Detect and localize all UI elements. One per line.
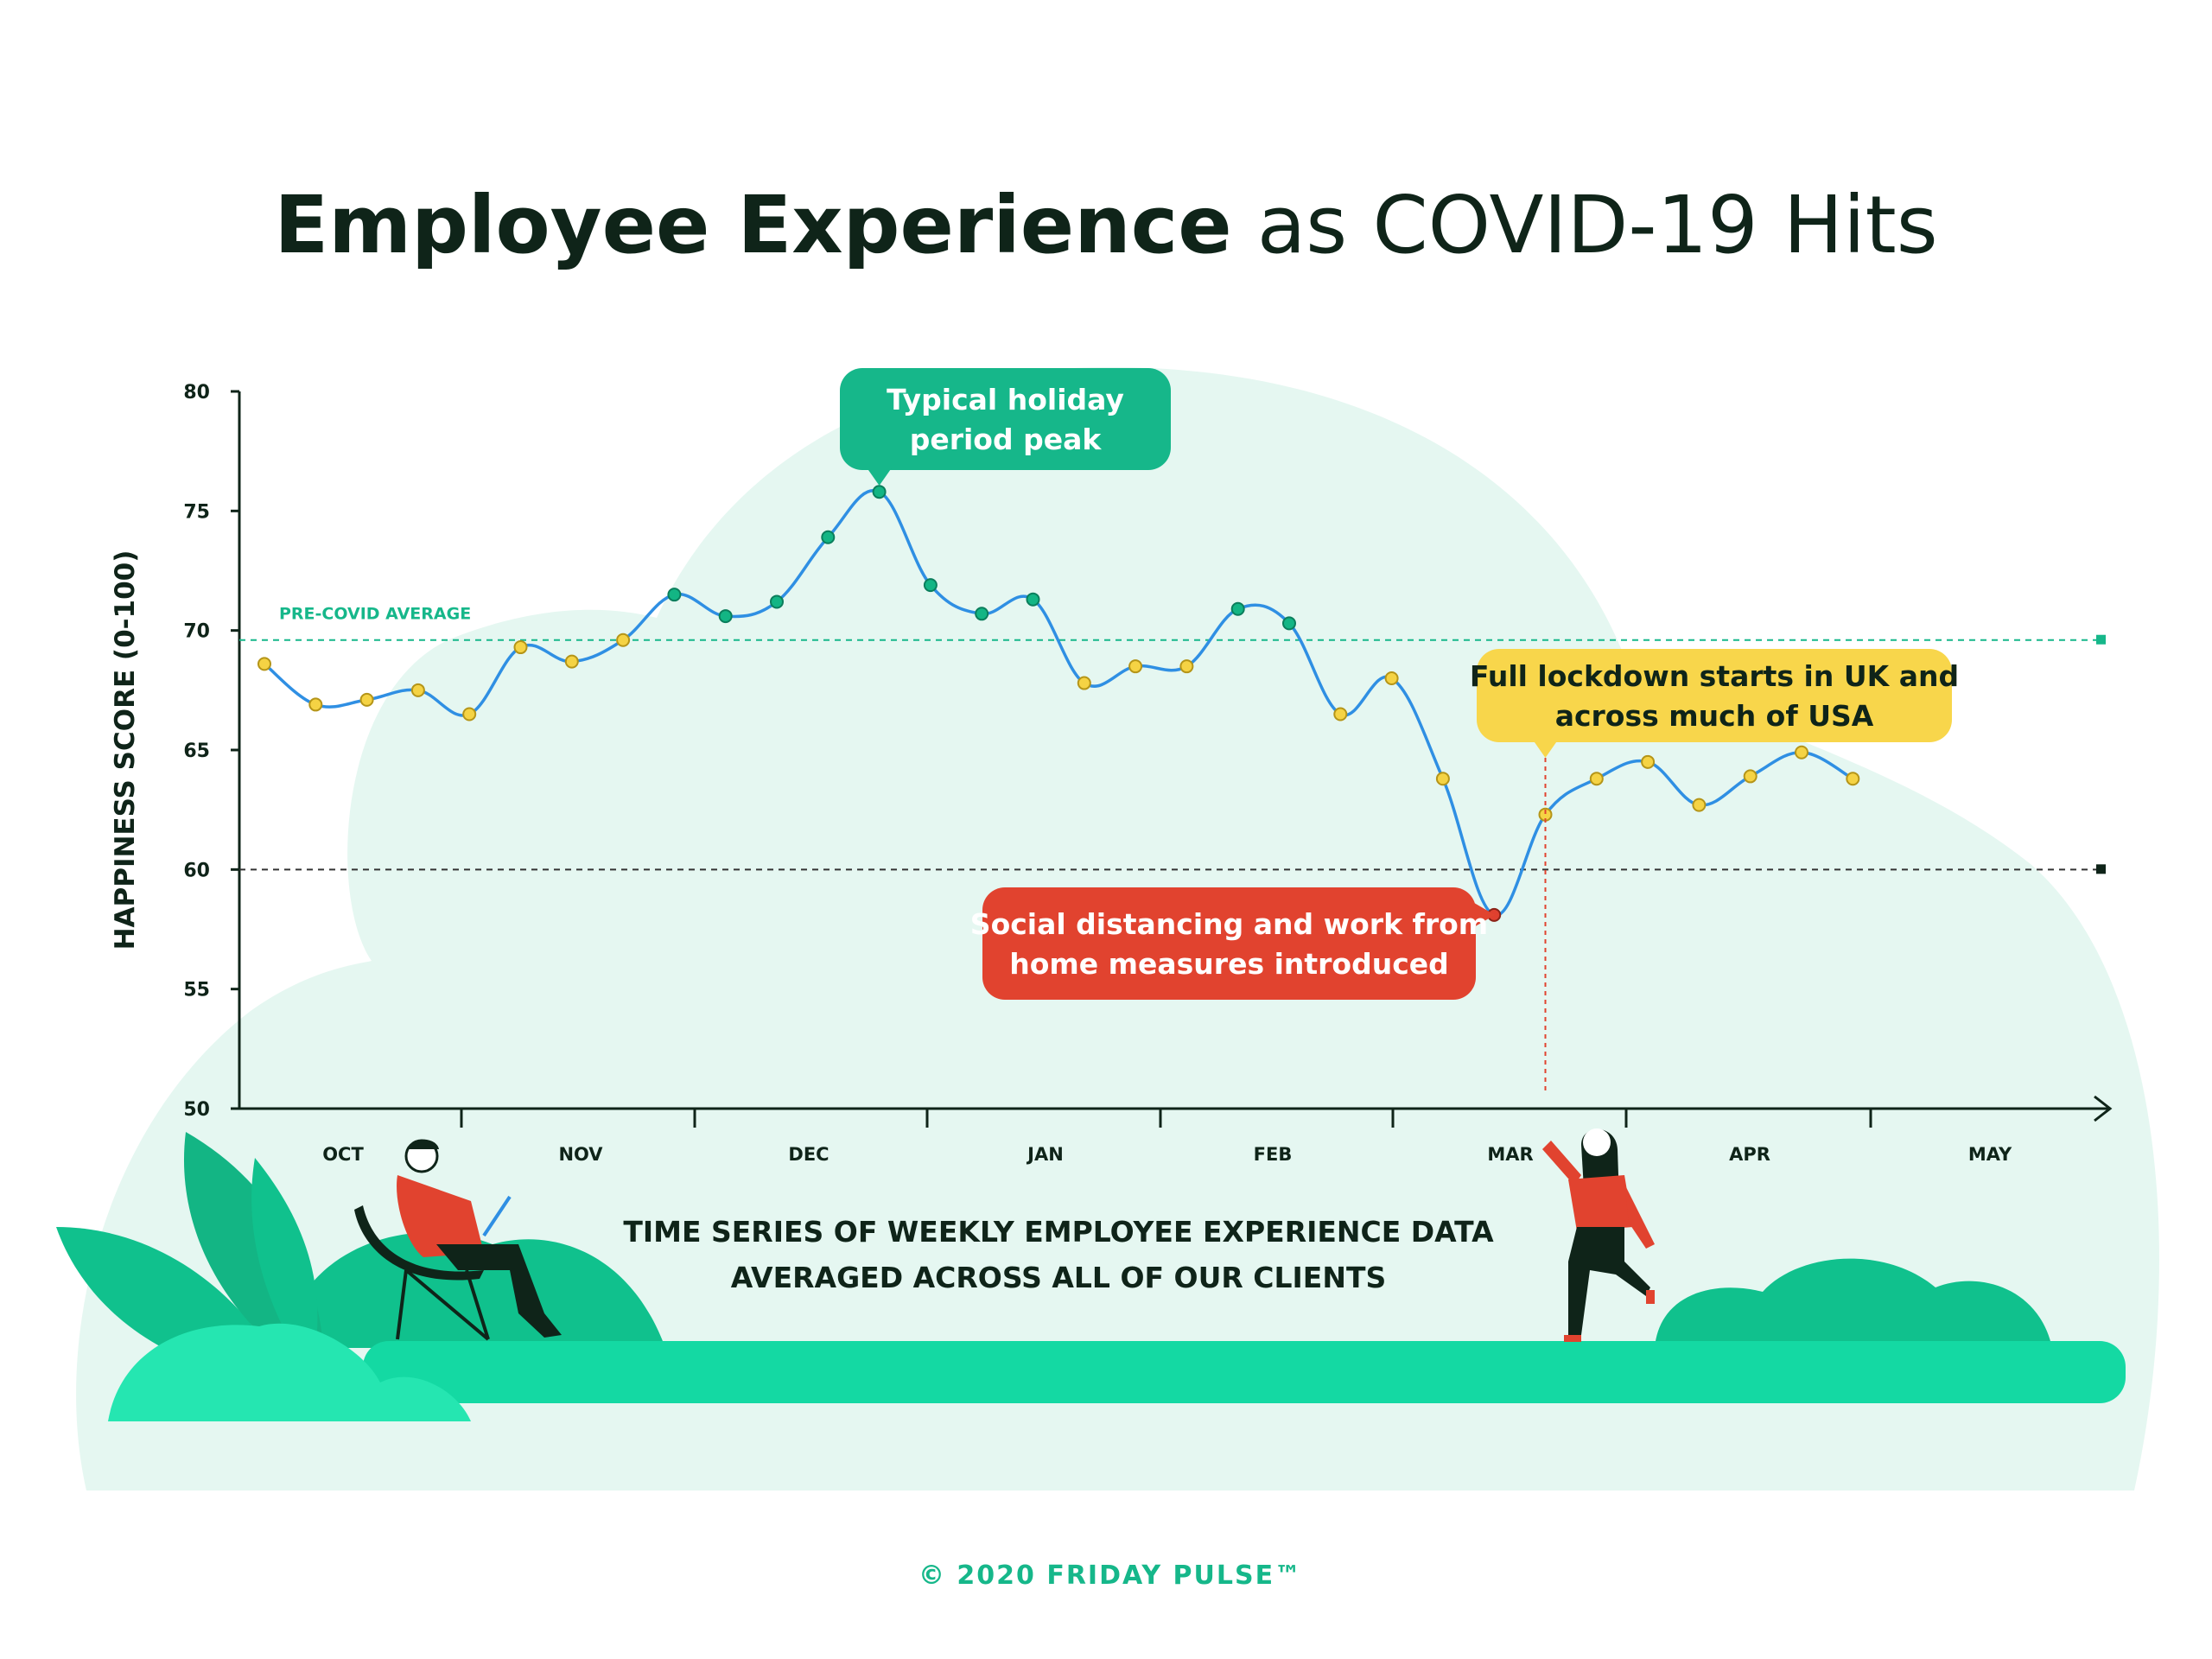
reference-line-end-marker [2096,864,2106,874]
data-point [975,607,989,621]
footer-copyright: © 2020 FRIDAY PULSE™ [918,1560,1302,1591]
chart-axes: 50 55 60 65 70 75 80 OCT NOV DEC JAN FEB MAR APR MAY HA… [110,382,2113,1165]
bush-right [1655,1258,2052,1348]
y-tick-label: 65 [183,741,210,762]
y-tick-label: 80 [183,382,210,404]
page-title: Employee Experience as COVID-19 Hits [274,179,1937,271]
callout-box [840,368,1171,470]
reference-line-end-marker [2096,634,2106,645]
y-tick-label: 75 [183,501,210,523]
callout-red: Social distancing and work from home meas… [970,887,1495,1000]
y-tick-label: 70 [183,621,210,643]
x-tick-label: JAN [1026,1144,1064,1165]
annotations: Typical holiday period peak Full lockdown … [840,368,1959,1093]
data-point [667,588,682,602]
bush-left-dark [285,1232,665,1348]
data-point [1333,707,1348,721]
data-point [1230,601,1245,616]
callout-green: Typical holiday period peak [840,368,1171,486]
callout-pointer [1474,902,1495,927]
title-bold: Employee Experience [274,179,1231,271]
reference-line-label: PRE-COVID AVERAGE [279,605,471,624]
ground-strip [363,1341,2126,1403]
data-point [1641,754,1656,769]
data-point [1282,616,1296,631]
data-point [1179,659,1194,674]
data-point [1692,798,1707,812]
data-point [770,594,784,609]
data-point [308,697,323,712]
callout-pointer [1533,741,1558,758]
data-point [616,632,631,647]
x-tick-label: OCT [322,1144,364,1165]
callout-pointer [867,468,892,486]
x-tick-label: NOV [558,1144,603,1165]
data-point [1435,772,1450,786]
data-point [410,683,425,697]
x-axis-arrow-icon [2094,1095,2113,1122]
data-point [1128,659,1143,674]
y-tick-label: 55 [183,980,210,1001]
y-tick-label: 50 [183,1099,210,1121]
callout-box [1477,649,1952,742]
callout-text-line: across much of USA [1555,699,1874,733]
data-point [462,707,477,721]
callout-yellow: Full lockdown starts in UK and across muc… [1470,649,1959,1093]
callout-text-line: home measures introduced [1009,947,1449,981]
x-tick-label: MAR [1487,1144,1533,1165]
data-point [718,609,733,624]
data-point [359,692,374,707]
chart-subtitle-line-2: AVERAGED ACROSS ALL OF OUR CLIENTS [731,1261,1386,1294]
ground-decor [56,1128,2126,1421]
data-points [257,485,1860,922]
callout-text-line: Full lockdown starts in UK and [1470,659,1959,693]
callout-text-line: period peak [910,423,1103,456]
title-regular: as COVID-19 Hits [1232,179,1938,271]
callout-box [982,887,1476,1000]
data-point [1589,772,1604,786]
data-point [1743,769,1758,784]
leaf-icon [251,1158,318,1374]
y-axis-label: HAPPINESS SCORE (0-100) [110,550,141,950]
data-point [1026,592,1040,607]
callout-text-line: Typical holiday [887,383,1124,416]
chart-subtitle-line-1: TIME SERIES OF WEEKLY EMPLOYEE EXPERIENC… [623,1215,1494,1249]
data-point [1795,745,1808,760]
data-point [1077,676,1091,690]
x-tick-label: APR [1729,1144,1770,1165]
data-point [1846,772,1860,786]
callout-text-line: Social distancing and work from [970,907,1488,941]
data-point [257,657,271,671]
bush-left-light [108,1323,471,1421]
x-tick-label: FEB [1254,1144,1293,1165]
data-point [564,654,579,669]
data-point [1384,671,1399,685]
data-point [872,485,887,499]
data-point [513,640,528,655]
y-tick-label: 60 [183,860,210,881]
data-point [821,530,836,544]
reference-lines: PRE-COVID AVERAGE [239,605,2106,874]
person-walking-illustration [1542,1128,1655,1342]
data-point [923,578,938,593]
x-tick-label: MAY [1968,1144,2012,1165]
person-sitting-illustration [354,1139,562,1341]
x-tick-label: DEC [788,1144,829,1165]
